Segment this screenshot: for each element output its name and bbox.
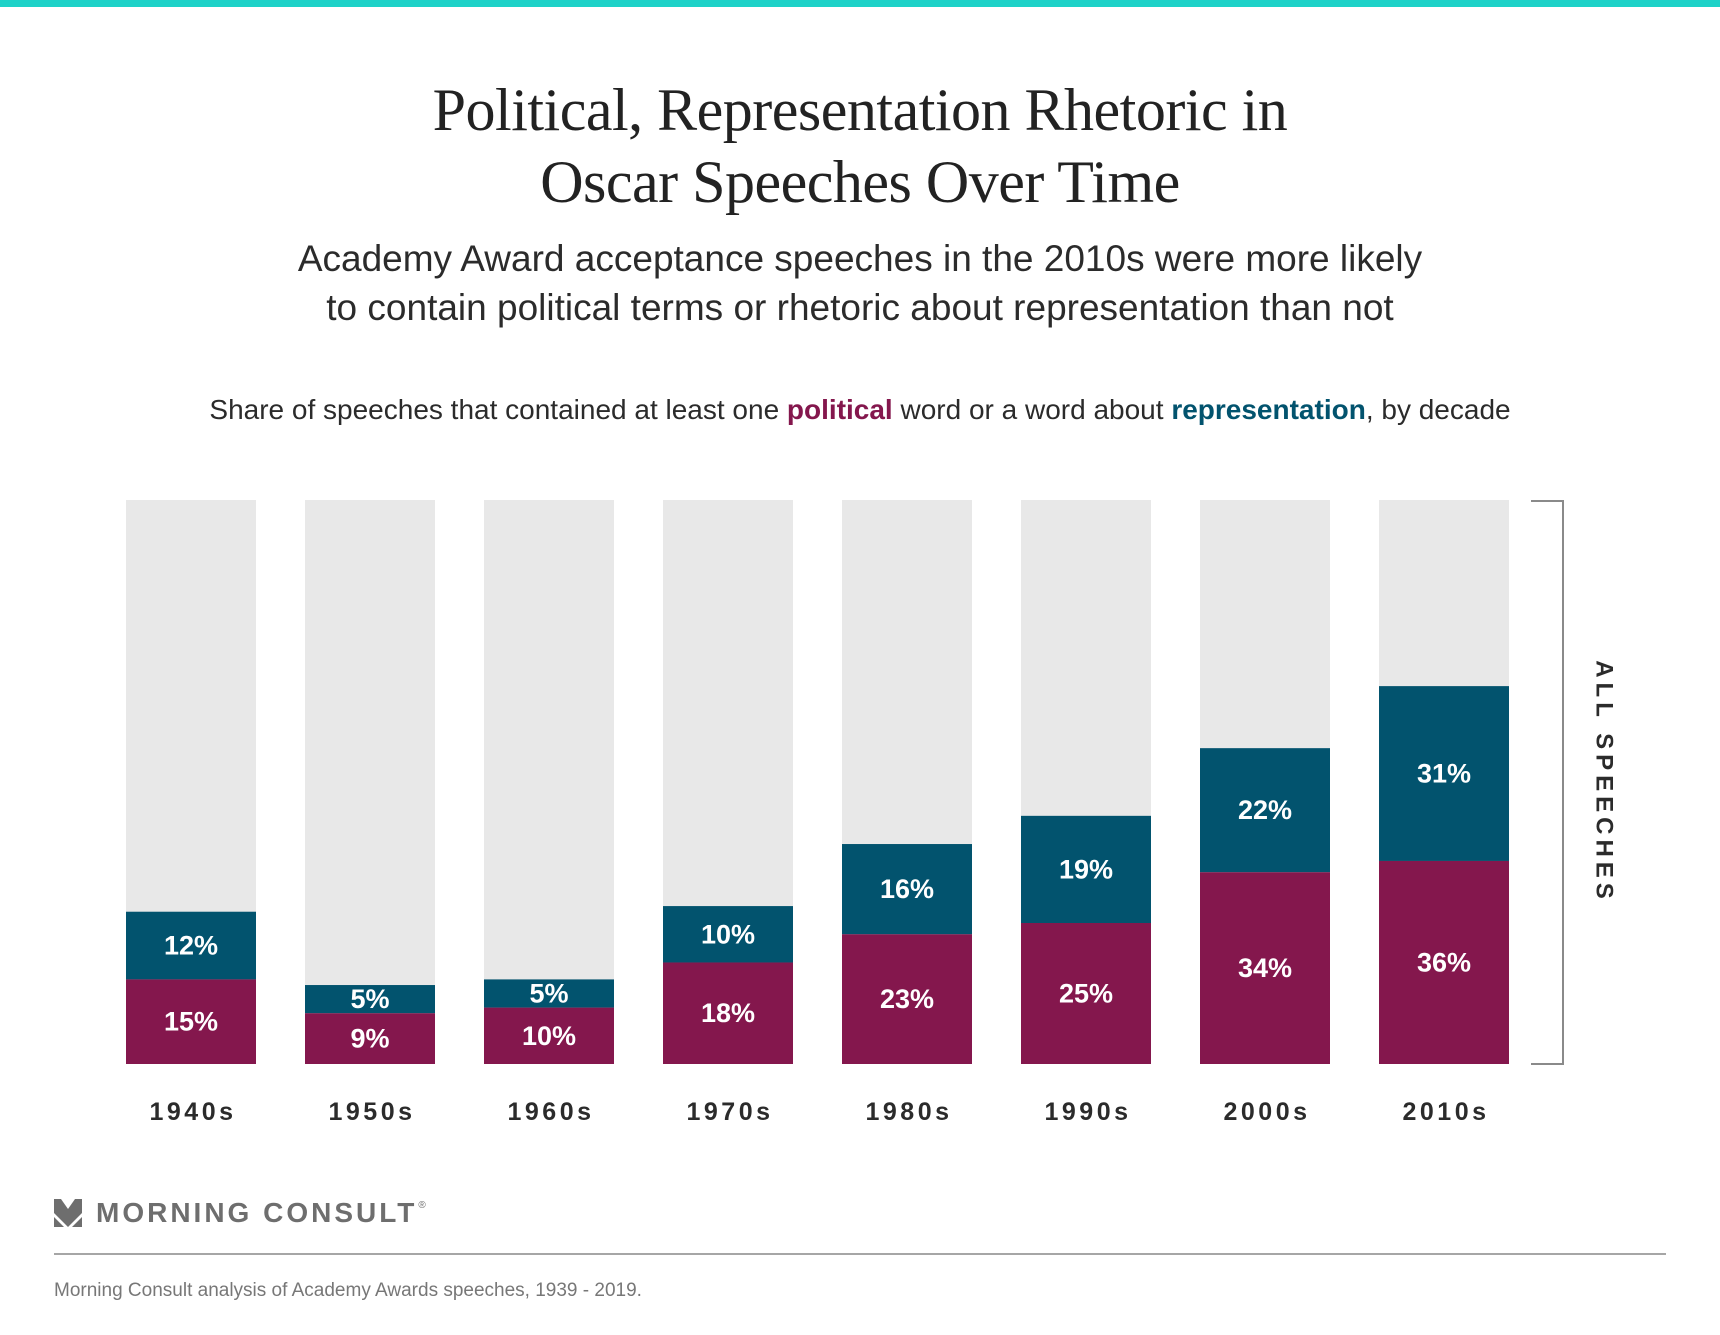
label-representation-2000s: 22% xyxy=(1238,795,1292,825)
x-tick-label-2010s: 2010s xyxy=(1402,1098,1489,1126)
bar-political-1960s xyxy=(484,1007,614,1064)
label-political-1960s: 10% xyxy=(522,1021,576,1051)
x-tick-label-1980s: 1980s xyxy=(865,1098,952,1126)
label-political-2010s: 36% xyxy=(1417,947,1471,977)
x-tick-label-1990s: 1990s xyxy=(1044,1098,1131,1126)
bar-political-1990s xyxy=(1021,923,1151,1064)
bar-political-2000s xyxy=(1200,872,1330,1064)
bar-political-1970s xyxy=(663,962,793,1064)
bar-political-2010s xyxy=(1379,860,1509,1064)
bar-representation-1970s xyxy=(663,906,793,963)
bar-representation-1990s xyxy=(1021,815,1151,923)
bar-representation-1980s xyxy=(842,844,972,935)
title-line-2: Oscar Speeches Over Time xyxy=(540,149,1180,215)
morning-consult-m-icon xyxy=(54,1199,82,1227)
desc-part-3: , by decade xyxy=(1365,394,1511,425)
bar-representation-1940s xyxy=(126,911,256,980)
registered-mark: ® xyxy=(418,1199,426,1211)
x-tick-label-1970s: 1970s xyxy=(686,1098,773,1126)
desc-part-2: word or a word about xyxy=(892,394,1172,425)
bar-representation-1960s xyxy=(484,979,614,1008)
chart-description: Share of speeches that contained at leas… xyxy=(0,393,1720,427)
label-representation-1960s: 5% xyxy=(529,979,568,1009)
label-political-1980s: 23% xyxy=(880,984,934,1014)
bar-political-1940s xyxy=(126,979,256,1064)
label-political-1950s: 9% xyxy=(350,1024,389,1054)
label-representation-2010s: 31% xyxy=(1417,759,1471,789)
bar-representation-2010s xyxy=(1379,686,1509,861)
subtitle-line-2: to contain political terms or rhetoric a… xyxy=(326,287,1394,328)
label-political-1940s: 15% xyxy=(164,1007,218,1037)
bar-background-1960s xyxy=(484,500,614,1064)
label-representation-1970s: 10% xyxy=(701,919,755,949)
x-tick-label-1950s: 1950s xyxy=(328,1098,415,1126)
bar-representation-1950s xyxy=(305,985,435,1014)
subtitle-line-1: Academy Award acceptance speeches in the… xyxy=(297,238,1423,279)
legend-political: political xyxy=(786,394,893,425)
label-representation-1940s: 12% xyxy=(164,931,218,961)
chart-title: Political, Representation Rhetoric in Os… xyxy=(0,74,1720,218)
footer-divider xyxy=(54,1253,1666,1255)
label-political-1970s: 18% xyxy=(701,998,755,1028)
label-political-2000s: 34% xyxy=(1238,953,1292,983)
all-speeches-label: ALL SPEECHES xyxy=(1591,660,1618,904)
label-representation-1950s: 5% xyxy=(350,984,389,1014)
label-representation-1990s: 19% xyxy=(1059,854,1113,884)
chart-subtitle: Academy Award acceptance speeches in the… xyxy=(0,234,1720,332)
title-line-1: Political, Representation Rhetoric in xyxy=(432,77,1288,143)
label-political-1990s: 25% xyxy=(1059,979,1113,1009)
x-tick-label-2000s: 2000s xyxy=(1223,1098,1310,1126)
bar-political-1980s xyxy=(842,934,972,1064)
bar-background-1950s xyxy=(305,500,435,1064)
morning-consult-logo: MORNING CONSULT ® xyxy=(54,1197,426,1228)
label-representation-1980s: 16% xyxy=(880,874,934,904)
accent-top-bar xyxy=(0,0,1720,7)
x-tick-label-1960s: 1960s xyxy=(507,1098,594,1126)
bar-political-1950s xyxy=(305,1013,435,1064)
x-tick-label-1940s: 1940s xyxy=(149,1098,236,1126)
logo-text: MORNING CONSULT xyxy=(96,1197,418,1228)
source-note: Morning Consult analysis of Academy Awar… xyxy=(54,1280,642,1301)
legend-representation: representation xyxy=(1171,394,1366,425)
all-speeches-bracket xyxy=(1531,500,1564,1065)
bar-representation-2000s xyxy=(1200,748,1330,873)
desc-part-1: Share of speeches that contained at leas… xyxy=(209,394,787,425)
